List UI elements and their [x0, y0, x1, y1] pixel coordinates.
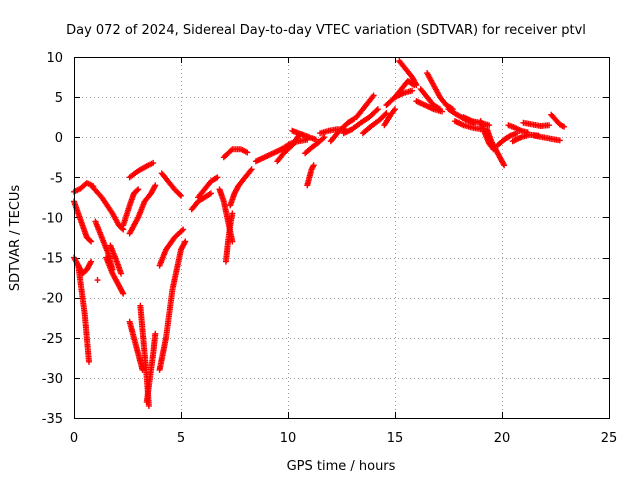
data-point: [350, 116, 357, 123]
y-tick-label: 10: [46, 51, 63, 66]
data-point: [178, 192, 184, 199]
data-point: [207, 190, 214, 197]
x-tick-label: 20: [494, 431, 511, 446]
data-point: [382, 111, 389, 118]
y-tick-label: 5: [55, 91, 63, 106]
y-tick-label: -25: [42, 332, 63, 347]
y-tick-label: -10: [42, 211, 63, 226]
data-point: [87, 237, 94, 244]
data-point: [152, 330, 159, 337]
data-point: [501, 162, 508, 169]
data-point: [435, 105, 442, 112]
data-point: [409, 81, 416, 88]
data-point: [206, 191, 213, 198]
data-point: [383, 110, 390, 117]
y-tick-label: -20: [42, 292, 63, 307]
data-point: [392, 106, 398, 113]
data-point: [94, 277, 101, 284]
data-point: [486, 122, 493, 129]
data-point: [321, 134, 328, 141]
x-tick-label: 15: [387, 431, 404, 446]
data-point: [320, 135, 327, 142]
plot-frame: [74, 57, 610, 419]
data-point: [229, 210, 236, 217]
y-tick-label: -30: [42, 372, 63, 387]
data-point: [213, 175, 220, 182]
y-tick-label: -15: [42, 252, 63, 267]
data-point: [214, 174, 221, 181]
data-point: [310, 162, 317, 169]
data-point: [409, 87, 416, 94]
x-tick-label: 10: [280, 431, 297, 446]
data-point: [135, 186, 142, 193]
data-point: [436, 106, 443, 113]
data-point: [370, 92, 377, 99]
data-point: [152, 182, 159, 189]
y-tick-label: -5: [50, 171, 63, 186]
data-point: [150, 159, 157, 166]
data-point: [176, 191, 183, 198]
data-point: [556, 137, 563, 144]
chart-title: Day 072 of 2024, Sidereal Day-to-day VTE…: [66, 23, 586, 38]
x-axis-label: GPS time / hours: [287, 459, 396, 474]
data-point: [120, 290, 127, 297]
data-point: [561, 123, 568, 130]
data-point: [411, 82, 418, 89]
data-points: [71, 58, 568, 409]
x-tick-label: 5: [177, 431, 185, 446]
grid-lines: [74, 57, 609, 418]
data-point: [373, 107, 380, 114]
data-point: [546, 122, 553, 129]
y-tick-label: 0: [55, 131, 63, 146]
x-tick-label: 25: [601, 431, 618, 446]
data-point: [178, 227, 185, 234]
data-point: [228, 147, 235, 154]
data-point: [248, 166, 255, 173]
y-tick-label: -35: [42, 412, 63, 427]
data-point: [118, 270, 125, 277]
data-point: [244, 149, 251, 156]
y-axis-label: SDTVAR / TECUs: [8, 185, 23, 292]
x-tick-label: 0: [70, 431, 78, 446]
data-point: [374, 106, 381, 113]
data-point: [145, 402, 152, 409]
data-point: [180, 226, 187, 233]
data-point: [119, 225, 126, 232]
data-point: [182, 238, 189, 245]
data-point: [85, 358, 92, 365]
data-point: [134, 187, 141, 194]
data-point: [88, 258, 95, 265]
data-point: [88, 238, 95, 245]
tick-labels: 0 5 10 15 20 25 10 5 0 -5 -10 -15 -20 -25 -30 -35: [42, 51, 618, 446]
data-point: [312, 136, 319, 143]
